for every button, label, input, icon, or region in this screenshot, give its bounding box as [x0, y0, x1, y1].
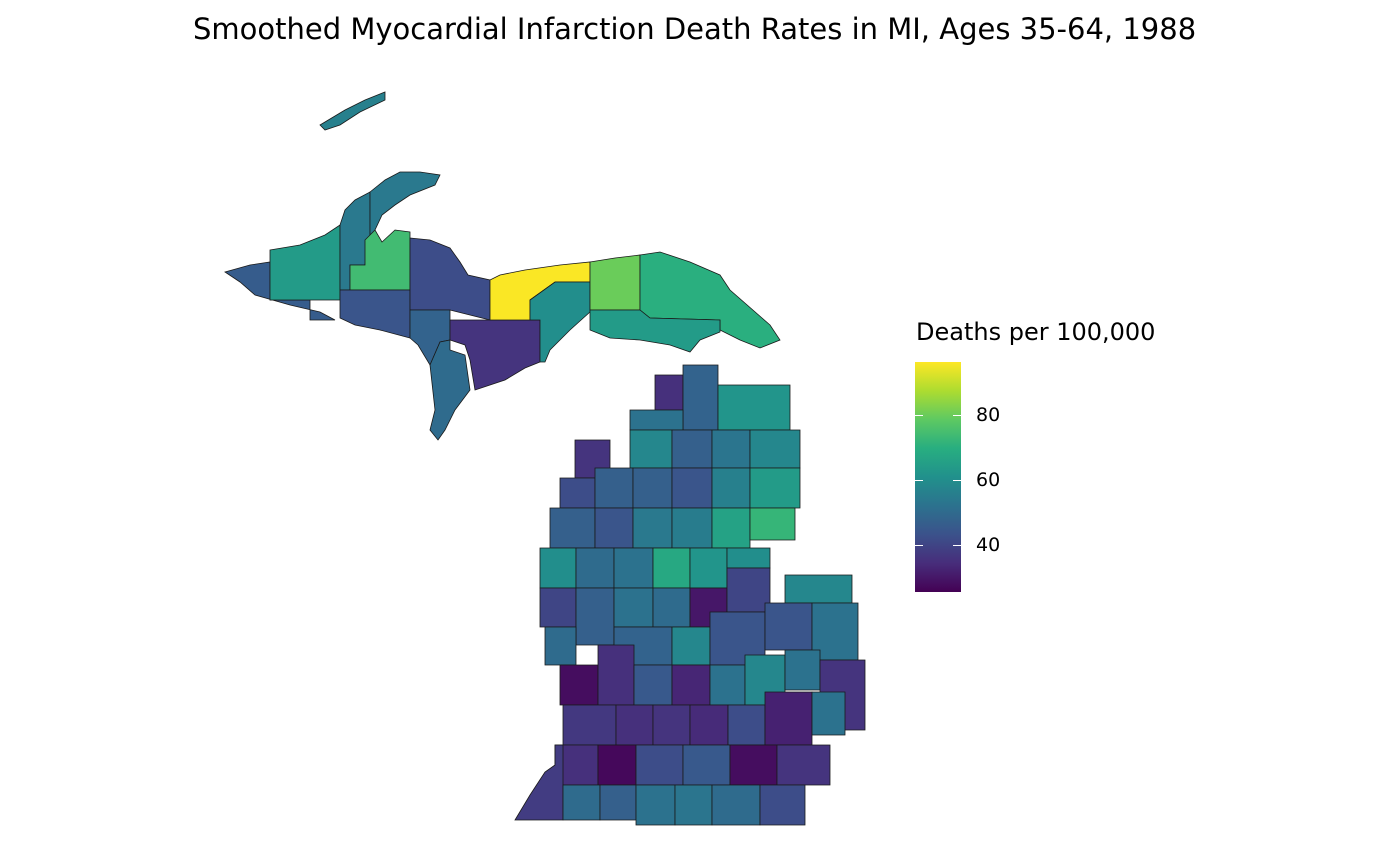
county-lp — [629, 429, 673, 469]
legend-tick-mark — [953, 414, 961, 416]
county-up — [319, 91, 386, 131]
county-up — [589, 309, 721, 353]
county-lp — [711, 467, 751, 509]
county-lp — [652, 704, 691, 746]
county-lp — [632, 507, 673, 549]
county-up — [529, 281, 591, 363]
county-lp — [613, 547, 654, 589]
county-lp — [544, 626, 577, 666]
county-up — [224, 261, 336, 321]
county-lp — [615, 704, 654, 746]
county-lp — [711, 784, 761, 826]
county-lp — [575, 587, 615, 646]
county-lp — [764, 602, 813, 651]
county-lp — [559, 664, 599, 706]
legend-tick-mark — [915, 414, 923, 416]
legend-tick-mark — [915, 479, 923, 481]
county-lp — [597, 744, 637, 786]
county-lp — [594, 467, 634, 509]
county-lp — [654, 374, 684, 411]
county-up — [409, 237, 491, 321]
county-up — [589, 254, 641, 311]
county-lp — [594, 507, 634, 549]
county-lp — [749, 429, 801, 469]
county-lp — [652, 547, 691, 589]
county-lp — [549, 507, 596, 549]
legend-tick-label: 60 — [976, 468, 1001, 491]
legend-tick-label: 80 — [976, 403, 1001, 426]
county-lp — [776, 744, 831, 786]
county-lp — [764, 691, 813, 746]
county-lp — [635, 784, 676, 826]
county-lp — [682, 744, 731, 786]
map-title: Smoothed Myocardial Infarction Death Rat… — [193, 12, 1197, 46]
county-lp — [759, 784, 806, 826]
county-lp — [559, 477, 596, 509]
legend-title: Deaths per 100,000 — [916, 318, 1156, 346]
county-up — [269, 224, 341, 301]
county-lp — [562, 704, 617, 746]
county-lp — [575, 547, 615, 589]
county-lp — [671, 626, 711, 666]
county-lp — [711, 429, 751, 469]
county-lp — [811, 691, 846, 736]
county-lp — [674, 784, 713, 826]
county-up — [339, 289, 411, 339]
county-lp — [599, 784, 637, 821]
county-up — [369, 171, 441, 241]
county-lp — [717, 384, 791, 431]
county-up — [429, 339, 471, 441]
county-lp — [514, 744, 564, 821]
county-lp — [671, 664, 711, 706]
county-lp — [635, 744, 684, 786]
county-up — [349, 229, 411, 291]
county-lp — [726, 547, 771, 569]
county-lp — [671, 467, 713, 509]
county-lp — [671, 429, 713, 469]
county-lp — [632, 467, 673, 509]
county-lp — [652, 587, 691, 628]
county-lp — [749, 507, 796, 541]
county-lp — [689, 704, 729, 746]
legend-tick-mark — [953, 544, 961, 546]
county-lp — [711, 507, 751, 549]
legend-tick-mark — [915, 544, 923, 546]
county-lp — [629, 409, 684, 431]
legend-tick-mark — [953, 479, 961, 481]
county-lp — [727, 704, 766, 746]
legend-tick-label: 40 — [976, 533, 1001, 556]
county-lp — [539, 587, 577, 628]
county-lp — [682, 364, 719, 431]
county-lp — [784, 574, 853, 604]
county-lp — [726, 567, 771, 613]
county-lp — [671, 507, 713, 549]
county-lp — [729, 744, 778, 786]
county-lp — [633, 664, 673, 706]
county-lp — [539, 547, 577, 589]
county-lp — [749, 467, 801, 509]
county-lp — [689, 547, 728, 589]
county-lp — [613, 587, 654, 628]
county-lp — [709, 664, 746, 706]
county-lp — [597, 644, 635, 706]
legend-colorbar — [915, 362, 961, 592]
county-lp — [784, 649, 821, 691]
county-lp — [562, 784, 601, 821]
